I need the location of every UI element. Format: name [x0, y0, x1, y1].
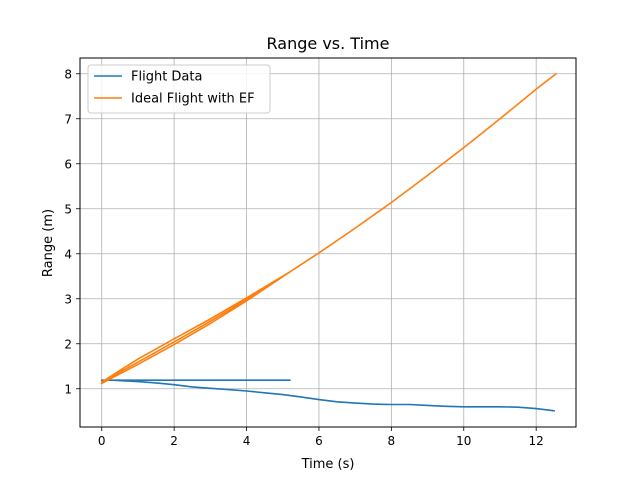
- y-axis-label: Range (m): [41, 209, 56, 277]
- y-tick-label: 7: [64, 112, 72, 126]
- x-tick-label: 8: [388, 434, 396, 448]
- y-tick-label: 3: [64, 292, 72, 306]
- x-tick-label: 10: [456, 434, 471, 448]
- x-tick-label: 2: [170, 434, 178, 448]
- series-lines: [100, 73, 557, 412]
- x-axis-label: Time (s): [301, 457, 355, 472]
- legend-label: Flight Data: [131, 70, 202, 85]
- y-tick-label: 4: [64, 247, 72, 261]
- y-tick-label: 6: [64, 157, 72, 171]
- legend-label: Ideal Flight with EF: [131, 92, 255, 107]
- series-line-1: [100, 379, 556, 412]
- plot-frame: [79, 57, 577, 428]
- x-tick-label: 12: [529, 434, 544, 448]
- x-tick-label: 4: [243, 434, 251, 448]
- y-tick-label: 2: [64, 337, 72, 351]
- chart-title: Range vs. Time: [267, 34, 390, 53]
- series-line-2: [100, 73, 557, 385]
- y-tick-label: 1: [64, 382, 72, 396]
- y-tick-label: 5: [64, 202, 72, 216]
- x-tick-label: 6: [315, 434, 323, 448]
- legend: Flight Data Ideal Flight with EF: [87, 64, 271, 114]
- legend-box: [87, 64, 271, 114]
- grid: [80, 58, 576, 427]
- x-tick-label: 0: [98, 434, 106, 448]
- y-tick-label: 8: [64, 67, 72, 81]
